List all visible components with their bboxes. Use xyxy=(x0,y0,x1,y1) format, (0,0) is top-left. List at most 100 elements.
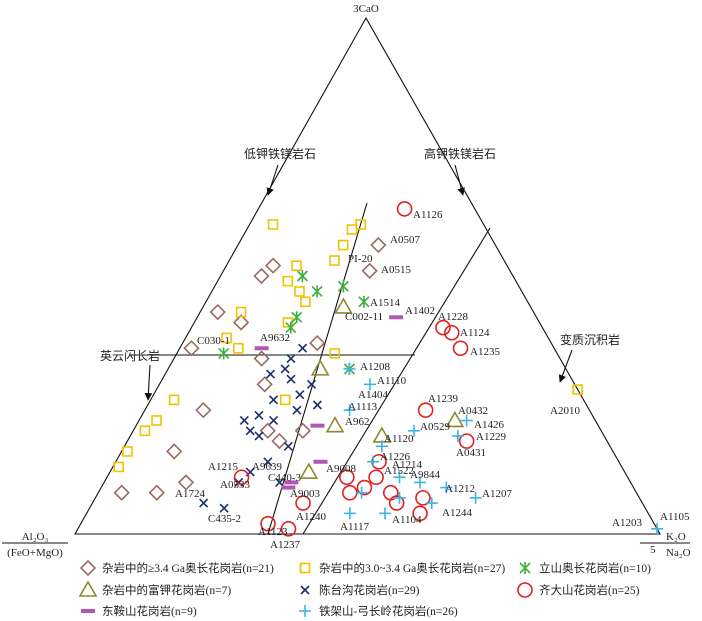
point xyxy=(282,275,294,287)
legend-item: 陈台沟花岗岩(n=29) xyxy=(300,583,420,597)
point-label: A1402 xyxy=(405,305,435,317)
point xyxy=(295,495,311,511)
point-label: A962 xyxy=(345,416,369,428)
marker-shape xyxy=(310,423,325,428)
point-label: A0533 xyxy=(220,479,250,491)
point-label: A1123 xyxy=(258,526,288,538)
arrow xyxy=(558,349,573,383)
point xyxy=(370,236,387,254)
point xyxy=(294,286,305,297)
point xyxy=(329,255,340,266)
point xyxy=(408,424,420,437)
marker-shape xyxy=(151,415,162,426)
marker-shape xyxy=(235,306,247,318)
legend-swatch xyxy=(519,562,531,574)
marker-shape xyxy=(300,296,311,308)
point xyxy=(393,471,406,484)
point xyxy=(166,443,183,460)
point xyxy=(122,446,133,457)
point xyxy=(221,332,232,344)
marker-shape xyxy=(81,609,95,613)
legend-swatch xyxy=(78,580,98,597)
point-label: A1426 xyxy=(474,419,504,431)
point xyxy=(233,469,250,486)
point-label: A1514 xyxy=(370,297,400,309)
point xyxy=(375,440,388,453)
point xyxy=(440,481,453,494)
point xyxy=(311,285,323,298)
point-label: A1229 xyxy=(476,431,506,443)
point-label: C435-2 xyxy=(208,513,241,525)
point xyxy=(355,486,368,499)
marker-shape xyxy=(294,286,305,297)
marker-shape xyxy=(355,219,367,230)
legend-label: 杂岩中的≥3.4 Ga奥长花岗岩(n=21) xyxy=(102,561,274,575)
point-label: C440-3 xyxy=(268,472,302,484)
point xyxy=(356,479,373,496)
point xyxy=(253,350,270,367)
point-label: A1207 xyxy=(482,488,512,500)
marker-shape xyxy=(310,359,330,376)
point xyxy=(435,319,451,336)
marker-shape xyxy=(306,379,317,389)
point xyxy=(296,270,308,282)
point-label: A1522 xyxy=(384,465,414,477)
point xyxy=(284,480,299,485)
legend-swatch xyxy=(81,609,95,613)
point xyxy=(260,515,276,532)
marker-shape xyxy=(325,416,345,433)
marker-shape xyxy=(253,350,270,367)
point-label: A1404 xyxy=(358,389,388,401)
marker-shape xyxy=(195,402,212,419)
point xyxy=(286,374,296,384)
point xyxy=(254,431,264,441)
point xyxy=(168,394,180,406)
point xyxy=(259,422,276,439)
legend-swatch xyxy=(517,582,533,598)
vertex-label: 3CaO xyxy=(353,3,379,15)
marker-shape xyxy=(313,459,328,464)
marker-shape xyxy=(443,324,460,341)
marker-shape xyxy=(334,297,353,314)
marker-shape xyxy=(309,334,326,352)
point xyxy=(388,495,405,511)
point xyxy=(239,415,249,426)
vertex-label: Na₂O xyxy=(666,547,691,559)
point xyxy=(279,394,291,406)
point-label: A1208 xyxy=(360,361,390,373)
marker-shape xyxy=(346,224,358,235)
marker-shape xyxy=(282,275,294,287)
point xyxy=(337,280,349,293)
point-label: A1724 xyxy=(175,488,205,500)
vertex-label: 5 xyxy=(650,544,656,556)
marker-shape xyxy=(259,422,276,439)
marker-shape xyxy=(209,303,226,321)
marker-shape xyxy=(299,562,311,574)
point xyxy=(425,497,438,510)
point xyxy=(254,410,264,420)
point xyxy=(310,359,330,376)
marker-shape xyxy=(253,267,270,285)
point-label: C002-11 xyxy=(345,311,383,323)
point xyxy=(177,474,195,491)
point xyxy=(291,260,302,271)
field-boundary xyxy=(267,202,368,535)
marker-shape xyxy=(329,255,340,266)
marker-shape xyxy=(284,480,299,485)
marker-shape xyxy=(78,580,98,597)
vertex-label: (FeO+MgO) xyxy=(7,547,63,559)
legend-label: 齐大山花岗岩(n=25) xyxy=(539,583,640,597)
marker-shape xyxy=(356,479,373,496)
marker-shape xyxy=(329,348,341,359)
marker-shape xyxy=(260,515,276,532)
point xyxy=(264,257,282,274)
point xyxy=(313,459,328,464)
marker-shape xyxy=(254,346,269,351)
point xyxy=(342,484,358,501)
legend-swatch xyxy=(299,562,311,574)
point xyxy=(460,414,473,427)
marker-shape xyxy=(361,262,378,279)
point xyxy=(312,400,322,410)
point xyxy=(285,321,297,334)
point xyxy=(572,384,583,395)
